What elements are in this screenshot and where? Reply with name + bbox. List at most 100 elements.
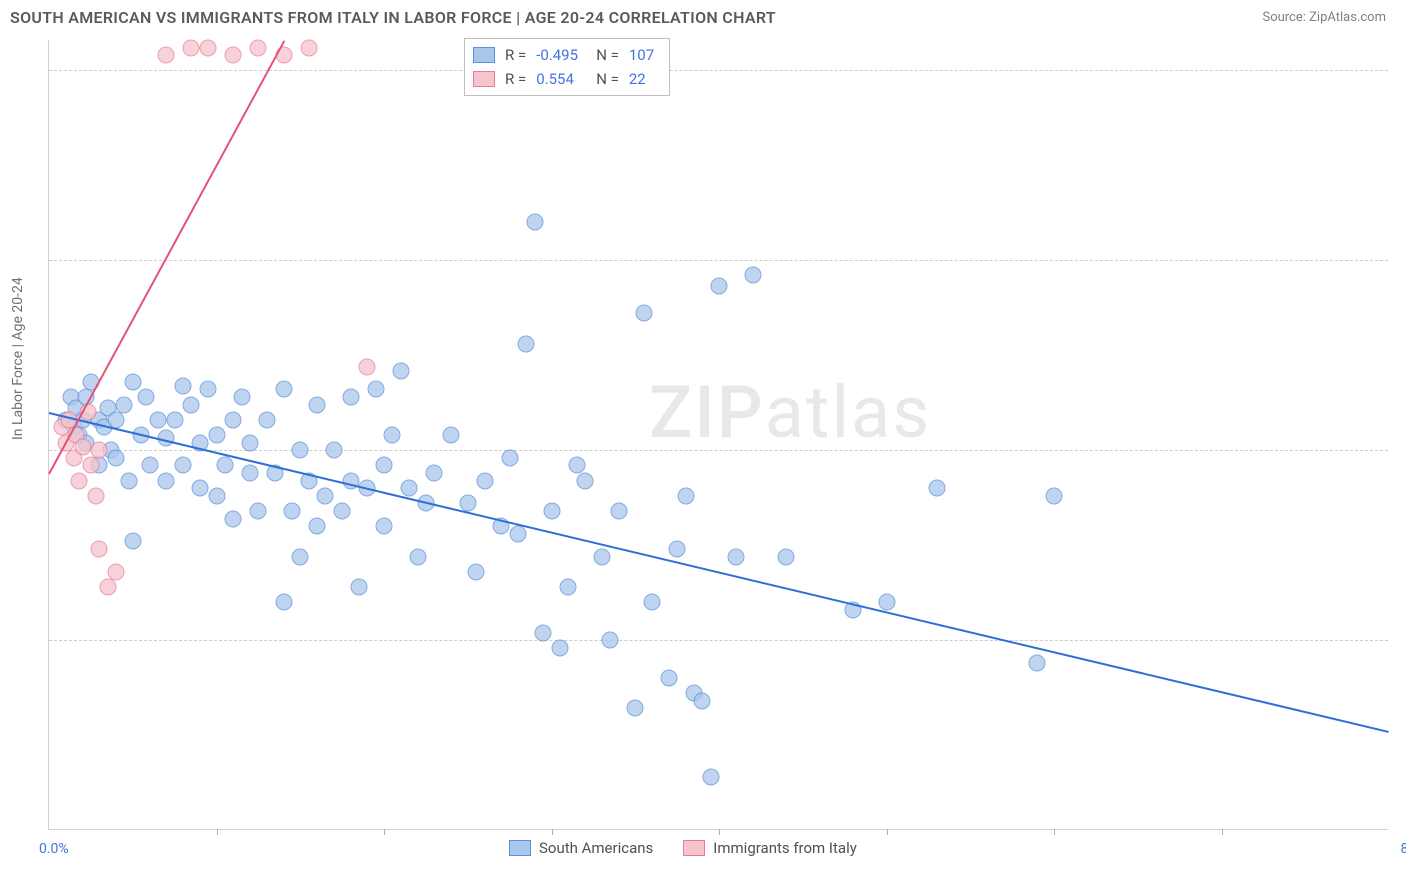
scatter-chart: ZIPatlas 62.5%75.0%87.5%100.0%0.0%80.0%R… xyxy=(48,40,1388,830)
source-attribution: Source: ZipAtlas.com xyxy=(1262,10,1386,25)
data-point xyxy=(1029,654,1046,671)
data-point xyxy=(669,540,686,557)
data-point xyxy=(233,389,250,406)
data-point xyxy=(468,563,485,580)
data-point xyxy=(711,278,728,295)
legend-label: Immigrants from Italy xyxy=(713,839,857,857)
stats-legend: R = -0.495N = 107R = 0.554 N = 22 xyxy=(464,38,670,96)
legend-item: South Americans xyxy=(509,839,653,857)
legend-label: South Americans xyxy=(539,839,653,857)
chart-title: SOUTH AMERICAN VS IMMIGRANTS FROM ITALY … xyxy=(10,8,776,27)
data-point xyxy=(87,487,104,504)
x-tick-label: 80.0% xyxy=(1400,841,1406,857)
y-tick-label: 100.0% xyxy=(1398,62,1406,78)
data-point xyxy=(242,464,259,481)
stat-n-value: 22 xyxy=(629,67,661,91)
data-point xyxy=(71,472,88,489)
y-tick-label: 62.5% xyxy=(1398,632,1406,648)
watermark: ZIPatlas xyxy=(649,370,931,455)
series-swatch xyxy=(473,47,495,63)
legend-swatch xyxy=(683,840,705,856)
data-point xyxy=(200,39,217,56)
x-tick xyxy=(719,829,720,835)
data-point xyxy=(250,502,267,519)
data-point xyxy=(543,502,560,519)
y-tick-label: 75.0% xyxy=(1398,442,1406,458)
regression-line xyxy=(48,41,285,475)
data-point xyxy=(275,381,292,398)
data-point xyxy=(627,700,644,717)
stat-r-value: 0.554 xyxy=(536,67,586,91)
data-point xyxy=(409,548,426,565)
data-point xyxy=(426,464,443,481)
data-point xyxy=(376,518,393,535)
data-point xyxy=(292,442,309,459)
data-point xyxy=(108,563,125,580)
data-point xyxy=(644,594,661,611)
data-point xyxy=(744,267,761,284)
grid-line xyxy=(49,70,1388,71)
x-tick-label: 0.0% xyxy=(39,841,69,857)
data-point xyxy=(292,548,309,565)
data-point xyxy=(334,502,351,519)
data-point xyxy=(108,449,125,466)
data-point xyxy=(242,434,259,451)
data-point xyxy=(74,439,91,456)
data-point xyxy=(342,389,359,406)
chart-header: SOUTH AMERICAN VS IMMIGRANTS FROM ITALY … xyxy=(0,0,1406,31)
data-point xyxy=(392,363,409,380)
data-point xyxy=(359,358,376,375)
data-point xyxy=(660,670,677,687)
data-point xyxy=(501,449,518,466)
data-point xyxy=(300,39,317,56)
data-point xyxy=(367,381,384,398)
data-point xyxy=(778,548,795,565)
data-point xyxy=(928,480,945,497)
stat-r-label: R = xyxy=(505,67,526,91)
data-point xyxy=(124,373,141,390)
data-point xyxy=(694,692,711,709)
grid-line xyxy=(49,260,1388,261)
data-point xyxy=(702,768,719,785)
data-point xyxy=(250,39,267,56)
data-point xyxy=(309,518,326,535)
data-point xyxy=(191,480,208,497)
data-point xyxy=(124,533,141,550)
grid-line xyxy=(49,640,1388,641)
data-point xyxy=(225,411,242,428)
legend-swatch xyxy=(509,840,531,856)
data-point xyxy=(283,502,300,519)
y-tick-label: 87.5% xyxy=(1398,252,1406,268)
data-point xyxy=(350,578,367,595)
data-point xyxy=(141,457,158,474)
regression-line xyxy=(49,412,1389,733)
data-point xyxy=(309,396,326,413)
x-tick xyxy=(1222,829,1223,835)
data-point xyxy=(99,578,116,595)
stat-n-label: N = xyxy=(596,67,619,91)
series-swatch xyxy=(473,71,495,87)
data-point xyxy=(275,594,292,611)
data-point xyxy=(325,442,342,459)
stats-row: R = 0.554 N = 22 xyxy=(473,67,661,91)
data-point xyxy=(82,457,99,474)
data-point xyxy=(535,624,552,641)
data-point xyxy=(476,472,493,489)
data-point xyxy=(258,411,275,428)
legend-item: Immigrants from Italy xyxy=(683,839,857,857)
x-tick xyxy=(887,829,888,835)
data-point xyxy=(225,510,242,527)
data-point xyxy=(610,502,627,519)
data-point xyxy=(91,442,108,459)
data-point xyxy=(116,396,133,413)
stat-r-value: -0.495 xyxy=(536,43,586,67)
data-point xyxy=(175,378,192,395)
data-point xyxy=(443,427,460,444)
data-point xyxy=(602,632,619,649)
data-point xyxy=(317,487,334,504)
data-point xyxy=(510,525,527,542)
data-point xyxy=(149,411,166,428)
data-point xyxy=(593,548,610,565)
stats-row: R = -0.495N = 107 xyxy=(473,43,661,67)
data-point xyxy=(518,335,535,352)
